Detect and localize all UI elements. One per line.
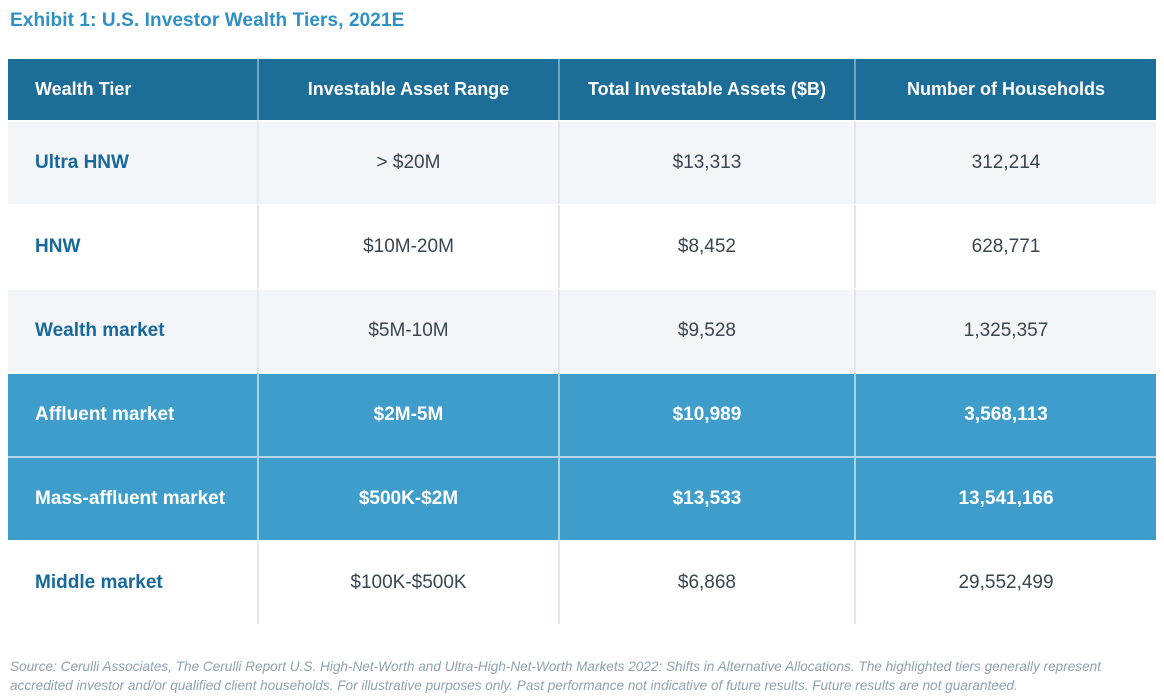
table-row: HNW $10M-20M $8,452 628,771 — [8, 204, 1156, 288]
cell-households: 29,552,499 — [854, 540, 1156, 624]
table-row: Ultra HNW > $20M $13,313 312,214 — [8, 120, 1156, 204]
cell-total-assets: $10,989 — [557, 372, 855, 456]
cell-wealth-tier: Middle market — [8, 540, 258, 624]
cell-asset-range: $500K-$2M — [257, 456, 558, 540]
cell-asset-range: $100K-$500K — [257, 540, 558, 624]
cell-total-assets: $8,452 — [557, 204, 855, 288]
table-row: Middle market $100K-$500K $6,868 29,552,… — [8, 540, 1156, 624]
cell-total-assets: $13,533 — [557, 456, 855, 540]
cell-asset-range: $10M-20M — [257, 204, 558, 288]
table-header-row: Wealth Tier Investable Asset Range Total… — [8, 59, 1156, 120]
cell-wealth-tier: HNW — [8, 204, 258, 288]
cell-asset-range: $2M-5M — [257, 372, 558, 456]
cell-asset-range: $5M-10M — [257, 288, 558, 372]
cell-households: 312,214 — [854, 120, 1156, 204]
cell-wealth-tier: Mass-affluent market — [8, 456, 258, 540]
cell-households: 628,771 — [854, 204, 1156, 288]
table-row: Mass-affluent market $500K-$2M $13,533 1… — [8, 456, 1156, 540]
table-row: Affluent market $2M-5M $10,989 3,568,113 — [8, 372, 1156, 456]
col-header-asset-range: Investable Asset Range — [257, 59, 558, 120]
col-header-wealth-tier: Wealth Tier — [8, 59, 258, 120]
cell-total-assets: $6,868 — [557, 540, 855, 624]
exhibit-title: Exhibit 1: U.S. Investor Wealth Tiers, 2… — [10, 10, 405, 31]
cell-households: 1,325,357 — [854, 288, 1156, 372]
cell-households: 13,541,166 — [854, 456, 1156, 540]
cell-total-assets: $13,313 — [557, 120, 855, 204]
cell-wealth-tier: Wealth market — [8, 288, 258, 372]
cell-wealth-tier: Affluent market — [8, 372, 258, 456]
wealth-tiers-table: Wealth Tier Investable Asset Range Total… — [8, 59, 1156, 624]
col-header-households: Number of Households — [854, 59, 1156, 120]
table-row: Wealth market $5M-10M $9,528 1,325,357 — [8, 288, 1156, 372]
col-header-total-assets: Total Investable Assets ($B) — [557, 59, 855, 120]
cell-households: 3,568,113 — [854, 372, 1156, 456]
cell-wealth-tier: Ultra HNW — [8, 120, 258, 204]
table-body: Ultra HNW > $20M $13,313 312,214 HNW $10… — [8, 120, 1156, 624]
source-note: Source: Cerulli Associates, The Cerulli … — [10, 659, 1101, 694]
cell-asset-range: > $20M — [257, 120, 558, 204]
cell-total-assets: $9,528 — [557, 288, 855, 372]
